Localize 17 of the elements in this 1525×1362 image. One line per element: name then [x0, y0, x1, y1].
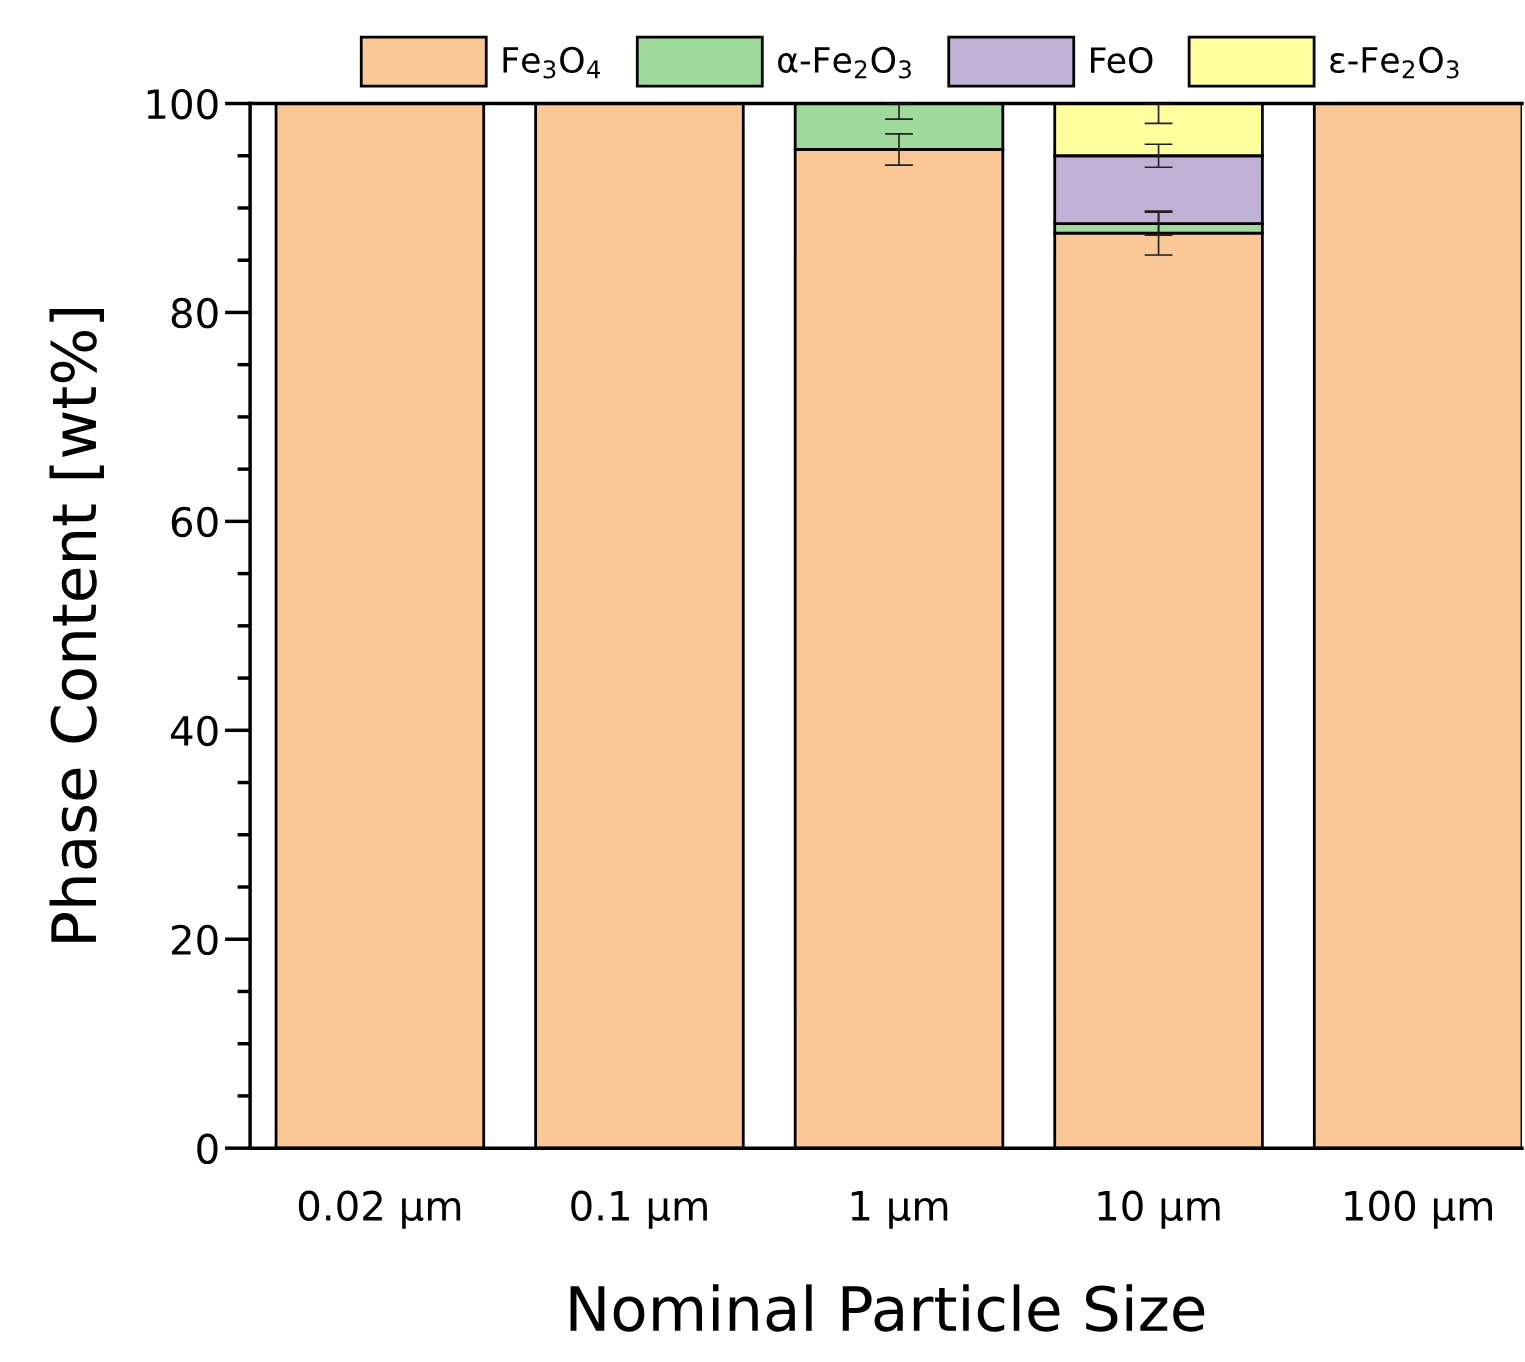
x-tick-label: 0.02 µm [298, 1190, 461, 1229]
x-axis-title: Nominal Particle Size [570, 1284, 1205, 1332]
legend-label: α-Fe$_{2}$O$_{3}$ [778, 46, 911, 79]
y-tick-label: 40 [170, 715, 218, 747]
x-tick-label: 0.1 µm [571, 1190, 707, 1229]
x-tick-label: 10 µm [1098, 1190, 1220, 1229]
y-axis-title: Phase Content [wt%] [49, 309, 104, 942]
y-tick-label: 20 [171, 924, 218, 956]
y-tick-label: 80 [171, 297, 218, 329]
legend-label: FeO [1091, 47, 1153, 74]
y-tick-label: 0 [197, 1133, 218, 1165]
x-tick-label: 1 µm [851, 1191, 948, 1229]
y-tick-label: 100 [147, 88, 218, 120]
y-tick-label: 60 [171, 506, 218, 538]
x-tick-label: 100 µm [1345, 1190, 1492, 1229]
legend-label: Fe$_{3}$O$_{4}$ [503, 46, 600, 79]
legend-label: ε-Fe$_{2}$O$_{3}$ [1330, 46, 1459, 79]
